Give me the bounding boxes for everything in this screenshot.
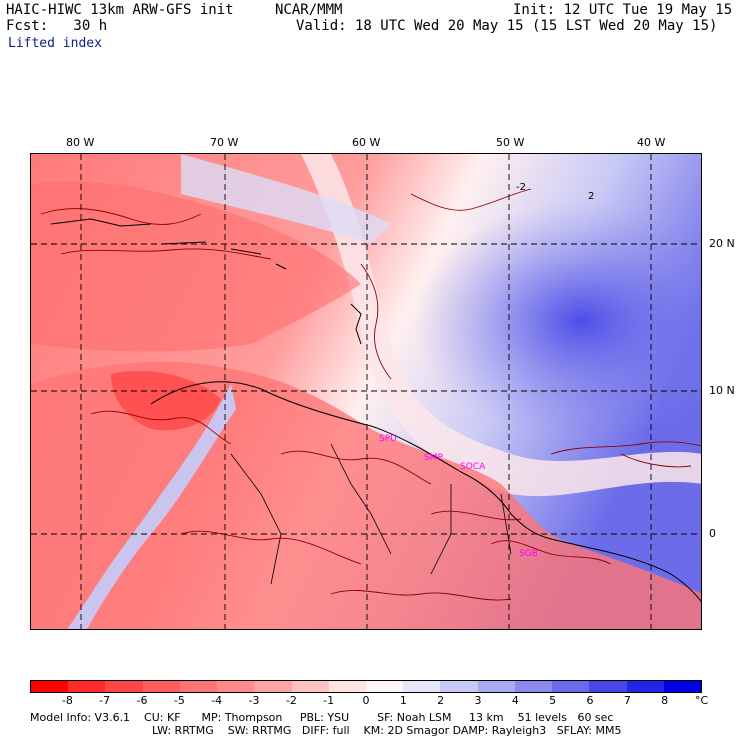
lon-label-60w: 60 W (352, 136, 381, 149)
colorbar-swatch (552, 681, 590, 692)
coastline-south-america (150, 381, 701, 603)
forecast-hour: Fcst: 30 h (6, 18, 108, 34)
colorbar-tick-label: 8 (661, 694, 669, 707)
colorbar-swatch (217, 681, 255, 692)
colorbar-swatch (179, 681, 218, 692)
coastline-islands (50, 218, 362, 345)
colorbar-swatch (254, 681, 292, 692)
contour-label-pos2: 2 (588, 191, 594, 202)
colorbar-tick-label: -3 (248, 694, 260, 707)
contour-lines (40, 188, 701, 601)
colorbar-tick-label: 6 (586, 694, 594, 707)
colorbar-unit: °C (695, 694, 709, 707)
colorbar-tick-label: 1 (399, 694, 407, 707)
country-borders (230, 443, 512, 585)
colorbar-tick-label: -4 (211, 694, 223, 707)
station-smp: SMP (424, 453, 443, 463)
colorbar-swatch (403, 681, 441, 692)
colorbar-swatch (626, 681, 664, 692)
init-time: Init: 12 UTC Tue 19 May 15 (513, 2, 733, 18)
colorbar-swatch (514, 681, 553, 692)
lat-label-equator: 0 (709, 527, 716, 540)
colorbar-tick-label: -2 (285, 694, 297, 707)
lon-label-50w: 50 W (496, 136, 525, 149)
colorbar-swatch (328, 681, 366, 692)
contour-label-neg2: -2 (516, 182, 526, 193)
northwest-stable-patch (181, 154, 391, 244)
lifted-index-map: -2 2 SPU SMP SOCA SGB (30, 153, 702, 630)
lon-label-70w: 70 W (210, 136, 239, 149)
map-canvas: -2 2 SPU SMP SOCA SGB (31, 154, 701, 629)
lat-label-20n: 20 N (709, 237, 735, 250)
lon-label-80w: 80 W (66, 136, 95, 149)
colorbar-swatch (589, 681, 627, 692)
model-info-line2: LW: RRTMG SW: RRTMG DIFF: full KM: 2D Sm… (152, 724, 622, 737)
field-name: Lifted index (8, 36, 102, 51)
colorbar-swatch (105, 681, 143, 692)
valid-time: Valid: 18 UTC Wed 20 May 15 (15 LST Wed … (296, 18, 718, 34)
model-info-line1: Model Info: V3.6.1 CU: KF MP: Thompson P… (30, 711, 614, 724)
station-sgb: SGB (519, 549, 538, 559)
colorbar-swatch (68, 681, 106, 692)
organization: NCAR/MMM (275, 2, 343, 18)
strong-unstable-core (111, 370, 221, 431)
colorbar (30, 680, 702, 693)
continental-unstable-region (31, 361, 701, 629)
colorbar-tick-label: 4 (511, 694, 519, 707)
colorbar-swatch (365, 681, 404, 692)
colorbar-tick-label: -6 (136, 694, 148, 707)
colorbar-swatch (477, 681, 515, 692)
andes-stable-ridge (67, 384, 236, 629)
lon-label-40w: 40 W (637, 136, 666, 149)
colorbar-tick-label: 5 (549, 694, 557, 707)
colorbar-swatch (291, 681, 329, 692)
colorbar-tick-label: -5 (173, 694, 185, 707)
neutral-band (301, 154, 701, 497)
lat-lon-grid (31, 154, 701, 629)
colorbar-tick-label: 7 (623, 694, 631, 707)
station-soca: SOCA (460, 462, 486, 472)
colorbar-tick-label: -7 (99, 694, 111, 707)
model-title: HAIC-HIWC 13km ARW-GFS init (6, 2, 234, 18)
lat-label-10n: 10 N (709, 384, 735, 397)
colorbar-tick-label: 0 (362, 694, 370, 707)
colorbar-tick-label: 3 (474, 694, 482, 707)
colorbar-swatch (31, 681, 69, 692)
colorbar-swatch (440, 681, 478, 692)
colorbar-swatch (142, 681, 180, 692)
colorbar-tick-label: -8 (61, 694, 73, 707)
station-spu: SPU (379, 434, 397, 444)
colorbar-tick-label: -1 (323, 694, 335, 707)
colorbar-tick-label: 2 (437, 694, 445, 707)
colorbar-swatch (663, 681, 701, 692)
